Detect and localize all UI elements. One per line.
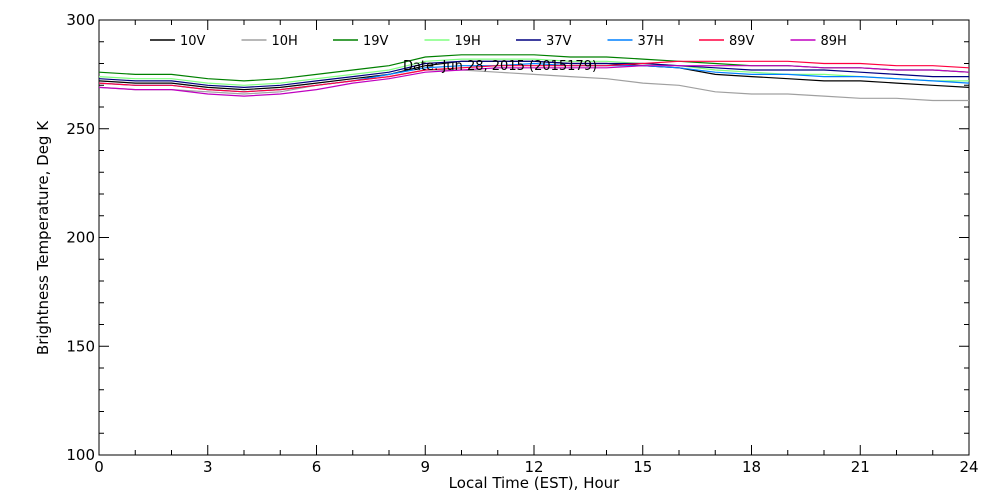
y-tick-label: 200 <box>66 229 95 247</box>
x-tick-label: 24 <box>959 458 978 476</box>
y-axis-label: Brightness Temperature, Deg K <box>34 120 52 355</box>
x-tick-label: 3 <box>203 458 213 476</box>
series-line-37v <box>98 60 969 89</box>
legend-label-89v: 89V <box>729 34 755 49</box>
x-tick-label: 9 <box>420 458 430 476</box>
y-tick-label: 100 <box>66 446 95 464</box>
y-tick-label: 150 <box>66 337 95 355</box>
legend-label-37h: 37H <box>638 34 664 49</box>
series-line-89v <box>98 60 970 93</box>
series-layer <box>98 54 970 102</box>
chart-title: Date: Jun 28, 2015 (2015179) <box>403 59 597 74</box>
x-tick-label: 15 <box>633 458 652 476</box>
legend-label-10v: 10V <box>180 34 206 49</box>
legend-label-19v: 19V <box>363 34 389 49</box>
legend: 10V 10H 19V 19H 37V 37H 89V 89H <box>150 34 847 49</box>
x-tick-label: 6 <box>312 458 322 476</box>
legend-label-10h: 10H <box>272 34 298 49</box>
x-axis-label: Local Time (EST), Hour <box>449 474 620 492</box>
series-line-89h <box>98 65 970 97</box>
x-tick-label: 18 <box>742 458 761 476</box>
series-line-19h <box>98 58 969 86</box>
x-tick-label: 12 <box>524 458 543 476</box>
y-tick-label: 300 <box>66 11 95 29</box>
legend-label-19h: 19H <box>455 34 481 49</box>
legend-label-89h: 89H <box>821 34 847 49</box>
plot-frame <box>98 19 970 456</box>
legend-label-37v: 37V <box>546 34 572 49</box>
series-line-10h <box>98 69 969 102</box>
x-tick-label: 0 <box>94 458 104 476</box>
y-axis-ticks: 100 150 200 250 300 <box>66 11 969 464</box>
x-axis-ticks: 0 3 6 9 12 15 18 21 24 <box>94 20 979 476</box>
x-tick-label: 21 <box>851 458 870 476</box>
y-tick-label: 250 <box>66 120 95 138</box>
